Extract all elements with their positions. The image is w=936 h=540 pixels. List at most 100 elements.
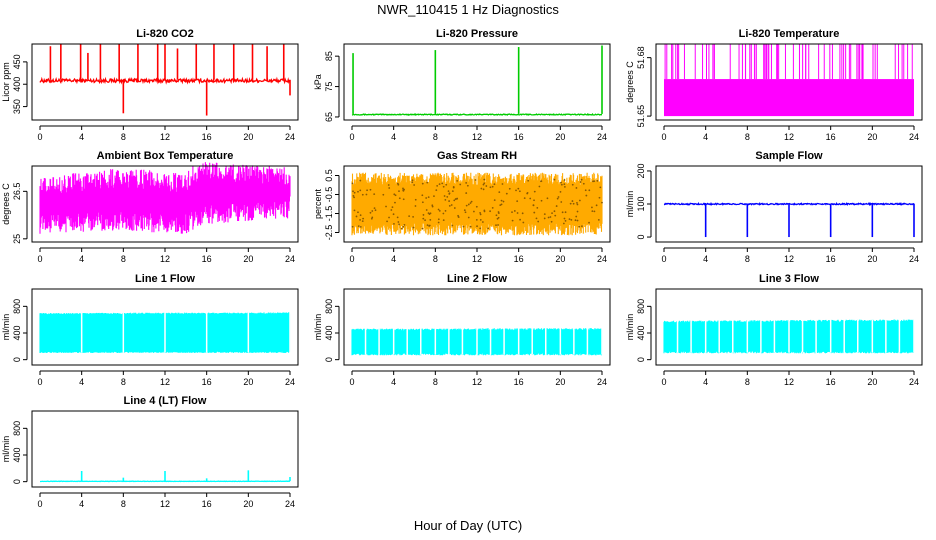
- data-point: [551, 212, 553, 215]
- y-axis: 65 75 85 kPa: [313, 51, 340, 122]
- x-axis: 0 4 8 12 16 20 24: [37, 125, 295, 142]
- x-tick-label: 8: [433, 254, 438, 264]
- data-point: [564, 220, 567, 222]
- data-point: [456, 179, 459, 182]
- data-point: [538, 185, 541, 188]
- x-tick-label: 24: [285, 499, 295, 509]
- panel-title: Line 4 (LT) Flow: [124, 395, 207, 407]
- data-point: [366, 189, 368, 192]
- data-point: [402, 225, 405, 228]
- data-point: [426, 224, 429, 226]
- data-point: [491, 185, 494, 188]
- y-tick-label: -1.5: [324, 206, 334, 222]
- data-point: [575, 215, 578, 218]
- data-point: [453, 199, 456, 202]
- data-point: [437, 218, 440, 221]
- data-series: [39, 44, 291, 116]
- x-tick-label: 4: [703, 254, 708, 264]
- data-point: [537, 220, 540, 223]
- data-point: [357, 190, 359, 193]
- y-tick-label: 400: [12, 77, 22, 92]
- data-point: [580, 178, 583, 181]
- x-tick-label: 8: [121, 254, 126, 264]
- band-core: [352, 189, 602, 219]
- panel-title: Li-820 Pressure: [436, 28, 518, 40]
- data-point: [352, 190, 354, 193]
- y-axis: 0 100 200 ml/min: [625, 163, 652, 240]
- x-tick-label: 16: [202, 132, 212, 142]
- y-tick-label: 0.5: [324, 169, 334, 182]
- data-point: [495, 214, 498, 217]
- data-point: [513, 210, 516, 212]
- data-point: [523, 197, 526, 200]
- data-point: [435, 189, 438, 192]
- y-axis-label: ml/min: [625, 314, 635, 341]
- data-point: [553, 178, 556, 181]
- data-point: [479, 227, 482, 230]
- data-point: [421, 194, 424, 197]
- data-point: [543, 217, 546, 220]
- data-point: [575, 187, 578, 189]
- data-point: [549, 216, 552, 218]
- data-point: [426, 181, 429, 184]
- panel-title: Gas Stream RH: [437, 150, 517, 162]
- data-point: [431, 204, 434, 207]
- data-point: [578, 199, 581, 202]
- plot-frame: [343, 43, 611, 121]
- data-point: [511, 219, 514, 222]
- data-point: [543, 213, 546, 215]
- data-series: [664, 44, 914, 117]
- data-point: [482, 183, 485, 186]
- data-point: [516, 200, 519, 203]
- x-tick-label: 8: [433, 132, 438, 142]
- data-point: [436, 184, 439, 187]
- plot-frame: [655, 43, 923, 121]
- data-point: [505, 192, 508, 195]
- data-point: [485, 185, 488, 187]
- data-point: [469, 202, 472, 204]
- plot-frame: [31, 410, 299, 488]
- data-point: [362, 217, 365, 220]
- data-point: [578, 225, 581, 228]
- x-tick-label: 20: [555, 254, 565, 264]
- data-point: [388, 187, 391, 189]
- x-axis: 0 4 8 12 16 20 24: [661, 370, 919, 387]
- y-tick-label: 51.68: [636, 46, 646, 69]
- x-tick-label: 4: [703, 377, 708, 387]
- y-tick-label: 0: [324, 357, 334, 362]
- data-point: [536, 206, 539, 209]
- data-point: [433, 195, 435, 198]
- data-point: [437, 221, 440, 224]
- data-point: [473, 210, 475, 213]
- data-point: [427, 212, 430, 215]
- data-point: [496, 217, 499, 220]
- data-point: [576, 210, 579, 213]
- data-point: [550, 220, 553, 223]
- data-point: [487, 227, 490, 230]
- x-tick-label: 0: [661, 377, 666, 387]
- data-point: [359, 219, 361, 221]
- data-point: [422, 217, 425, 220]
- data-point: [369, 188, 372, 191]
- data-point: [442, 219, 445, 222]
- data-point: [402, 198, 405, 201]
- y-tick-label: 200: [636, 163, 646, 178]
- x-tick-label: 16: [202, 377, 212, 387]
- plot-frame: [655, 165, 923, 243]
- data-point: [588, 189, 591, 192]
- x-tick-label: 12: [472, 132, 482, 142]
- data-point: [448, 200, 451, 202]
- x-tick-label: 12: [160, 132, 170, 142]
- data-point: [568, 218, 571, 221]
- data-point: [563, 179, 566, 181]
- data-point: [588, 221, 590, 224]
- data-point: [601, 201, 603, 204]
- x-tick-label: 12: [784, 254, 794, 264]
- data-point: [353, 196, 355, 199]
- data-point: [365, 193, 368, 196]
- data-point: [481, 221, 484, 223]
